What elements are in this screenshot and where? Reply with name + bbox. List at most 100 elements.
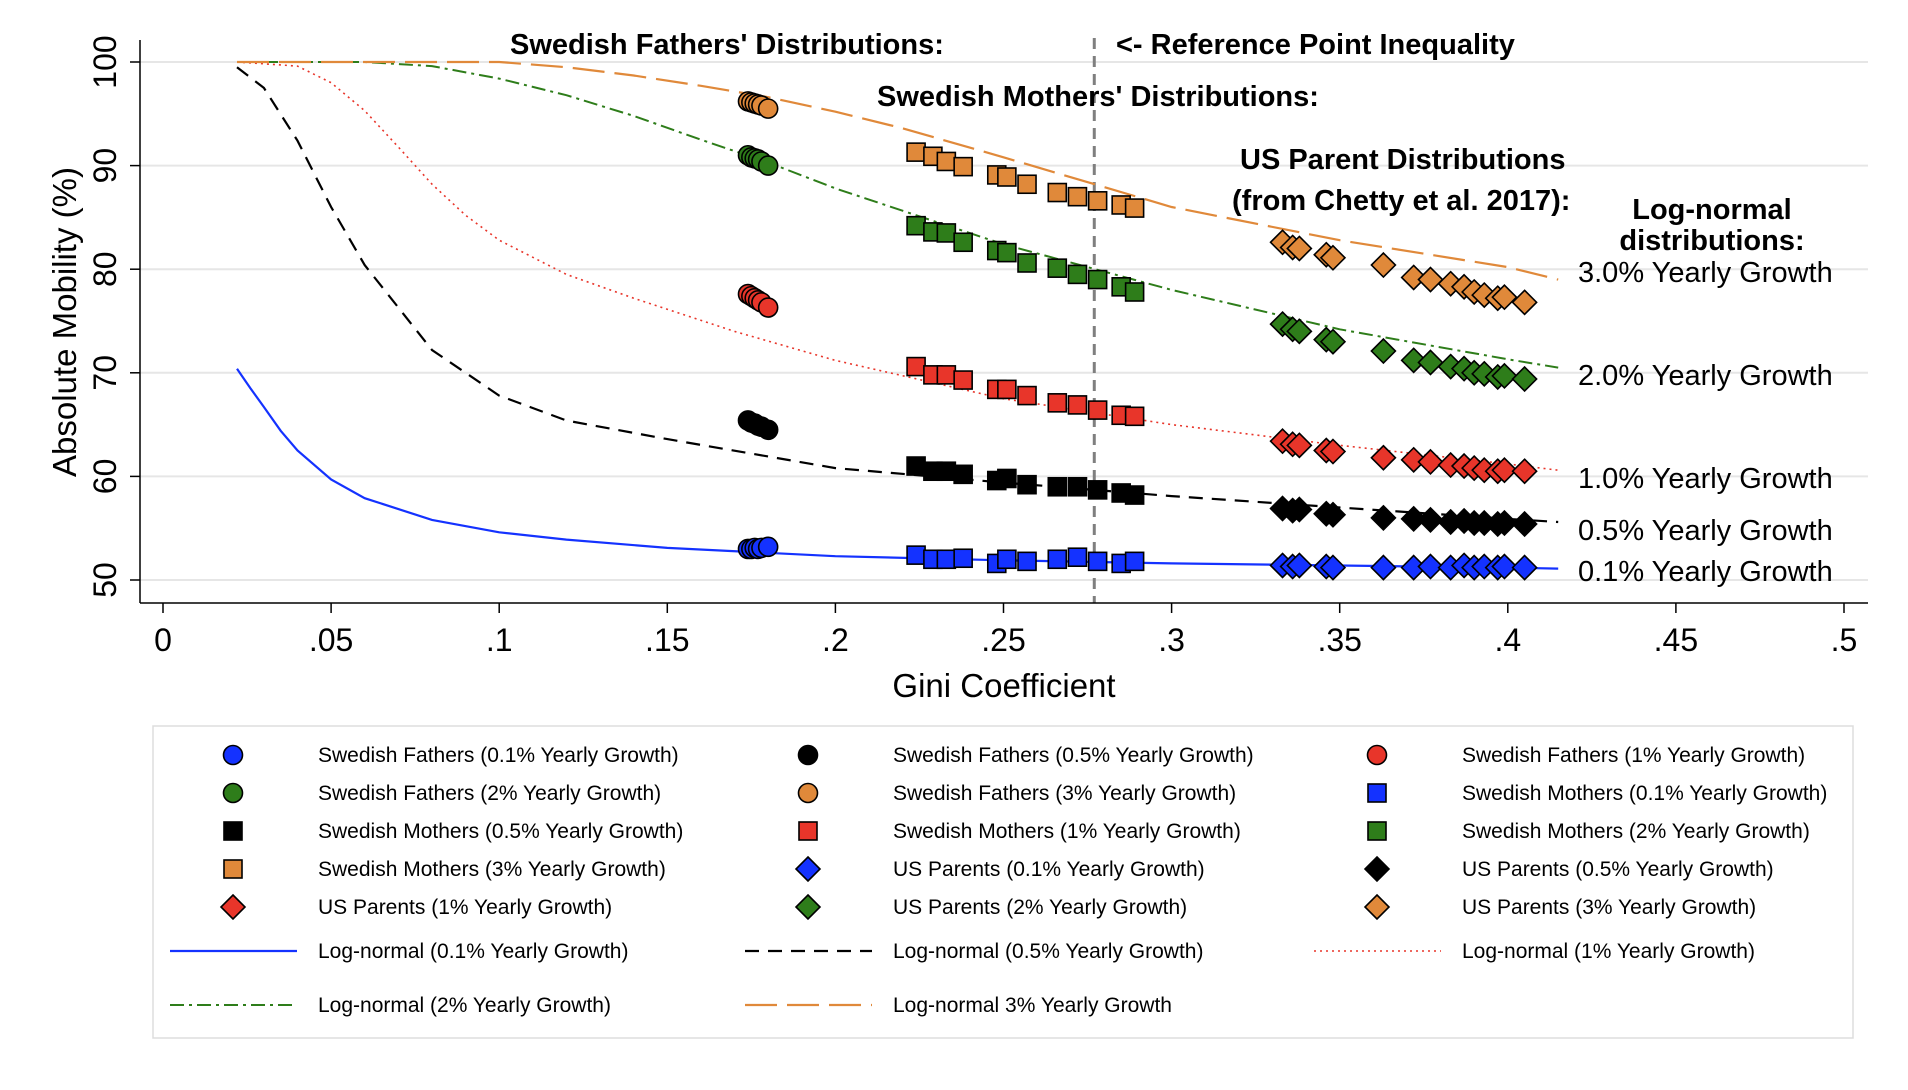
data-point: [1417, 349, 1444, 376]
annotation-chetty: (from Chetty et al. 2017):: [1232, 185, 1570, 217]
data-point: [1124, 198, 1145, 218]
data-point: [953, 464, 973, 485]
data-point: [1124, 406, 1145, 427]
data-point: [1047, 476, 1068, 497]
data-point: [1511, 365, 1538, 393]
legend-symbol: [223, 859, 243, 879]
data-point: [1491, 457, 1518, 484]
data-point: [1067, 264, 1088, 285]
legend-symbol: [797, 744, 819, 766]
annotation-swedish-mothers: Swedish Mothers' Distributions:: [877, 81, 1319, 113]
annotation-us-parents: US Parent Distributions: [1240, 144, 1566, 176]
annotation-log-normal: Log-normal: [1632, 194, 1792, 226]
data-point: [1511, 554, 1538, 581]
y-axis-title: Absolute Mobility (%): [46, 167, 83, 477]
data-point: [1400, 505, 1427, 533]
data-point: [1124, 485, 1145, 505]
right-label-1pct: 1.0% Yearly Growth: [1578, 463, 1833, 495]
right-label-3pct: 3.0% Yearly Growth: [1578, 257, 1833, 289]
annotations: Swedish Fathers' Distributions: <- Refer…: [510, 29, 1805, 257]
data-point: [1286, 432, 1313, 459]
data-point: [906, 356, 926, 377]
data-point: [936, 461, 957, 482]
legend-symbol: [222, 782, 244, 804]
data-point: [1087, 480, 1108, 500]
data-point: [1286, 318, 1313, 345]
right-label-2pct: 2.0% Yearly Growth: [1578, 360, 1833, 392]
data-point: [953, 232, 973, 253]
legend-label: Log-normal 3% Yearly Growth: [893, 994, 1172, 1017]
data-point: [1417, 553, 1444, 580]
data-point: [1319, 328, 1347, 355]
x-tick-label: .2: [822, 622, 849, 658]
series-line: [236, 61, 1559, 471]
data-point: [757, 419, 779, 441]
data-points: [737, 91, 1538, 581]
y-tick-label: 50: [87, 562, 123, 598]
data-point: [1017, 551, 1037, 572]
legend-label: Log-normal (1% Yearly Growth): [1462, 940, 1755, 963]
data-point: [1017, 253, 1037, 273]
data-point: [953, 548, 973, 569]
legend-label: Swedish Mothers (0.1% Yearly Growth): [1462, 782, 1827, 805]
legend-label: Swedish Mothers (1% Yearly Growth): [893, 820, 1241, 843]
data-point: [1400, 264, 1427, 291]
legend-label: Swedish Mothers (0.5% Yearly Growth): [318, 820, 683, 843]
data-point: [906, 545, 926, 565]
data-point: [1491, 284, 1518, 311]
x-axis-title: Gini Coefficient: [892, 667, 1115, 704]
right-labels: 3.0% Yearly Growth 2.0% Yearly Growth 1.…: [1578, 257, 1833, 588]
legend-label: Swedish Fathers (0.1% Yearly Growth): [318, 744, 679, 767]
y-tick-label: 60: [87, 459, 123, 495]
right-label-01pct: 0.1% Yearly Growth: [1578, 556, 1833, 588]
data-point: [1491, 509, 1518, 537]
legend-label: Log-normal (0.5% Yearly Growth): [893, 940, 1203, 963]
data-point: [1370, 251, 1397, 279]
data-point: [953, 370, 973, 390]
data-point: [1067, 547, 1088, 568]
series-line: [237, 60, 1559, 281]
legend-symbol: [222, 744, 244, 766]
data-point: [1370, 554, 1397, 581]
legend-symbol: [794, 855, 822, 883]
data-point: [1511, 458, 1538, 485]
legend-label: Swedish Fathers (3% Yearly Growth): [893, 782, 1236, 805]
data-point: [1370, 337, 1397, 365]
data-point: [997, 549, 1017, 570]
data-point: [1491, 553, 1518, 580]
legend-label: Swedish Mothers (3% Yearly Growth): [318, 858, 666, 881]
data-point: [1370, 504, 1397, 531]
y-tick-label: 90: [87, 148, 123, 184]
data-point: [1417, 266, 1444, 293]
data-point: [1286, 496, 1313, 523]
annotation-reference-point: <- Reference Point Inequality: [1116, 29, 1515, 61]
data-point: [1286, 552, 1313, 579]
legend-symbol: [1367, 821, 1387, 841]
data-point: [1067, 186, 1088, 207]
y-tick-label: 80: [87, 251, 123, 287]
x-tick-label: .1: [486, 622, 513, 658]
legend-symbol: [223, 821, 243, 841]
legend-symbol: [1363, 893, 1391, 921]
legend-symbol: [219, 893, 247, 921]
right-label-05pct: 0.5% Yearly Growth: [1578, 515, 1833, 547]
legend-symbol: [797, 782, 819, 804]
series-line: [237, 61, 1559, 369]
y-tick-label: 100: [87, 35, 123, 88]
legend-symbol: [794, 893, 822, 921]
x-tick-label: .35: [1317, 622, 1361, 658]
data-point: [1319, 438, 1347, 465]
data-point: [757, 98, 779, 119]
legend-label: US Parents (3% Yearly Growth): [1462, 896, 1756, 919]
data-point: [1400, 347, 1427, 374]
data-point: [1417, 506, 1444, 534]
annotation-distributions: distributions:: [1619, 225, 1804, 257]
x-tick-label: .5: [1831, 622, 1858, 658]
data-point: [997, 242, 1017, 263]
data-point: [906, 142, 926, 162]
legend-symbol: [1367, 783, 1387, 803]
legend-label: US Parents (2% Yearly Growth): [893, 896, 1187, 919]
data-point: [997, 468, 1017, 489]
